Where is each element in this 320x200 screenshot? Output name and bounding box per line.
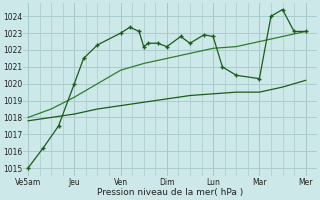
X-axis label: Pression niveau de la mer( hPa ): Pression niveau de la mer( hPa ) [97,188,244,197]
